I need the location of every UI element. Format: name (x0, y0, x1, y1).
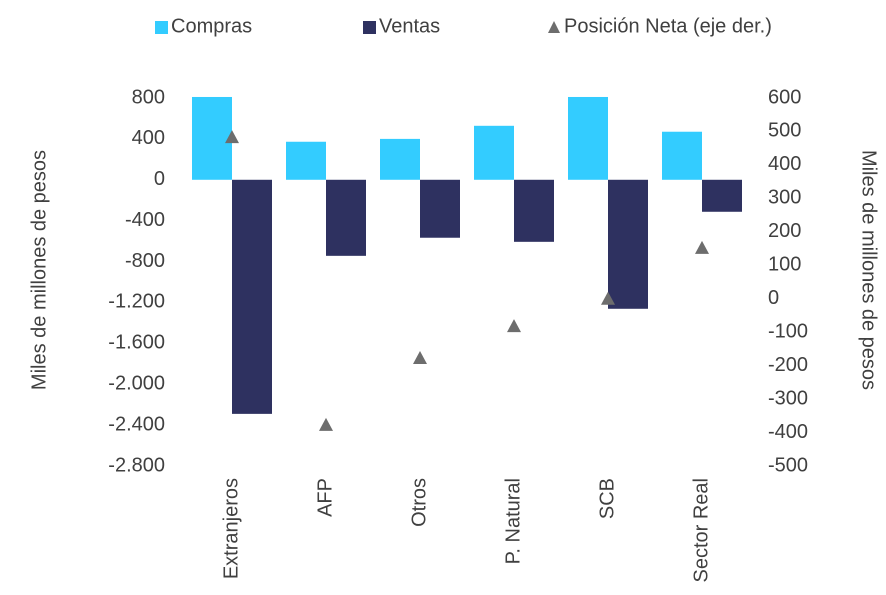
y2-axis-title: Miles de millones de pesos (858, 150, 880, 390)
y2-tick-label: 500 (768, 120, 801, 142)
y-tick-label: -1.200 (108, 291, 165, 313)
x-tick-label: SCB (596, 478, 618, 519)
marker (319, 417, 333, 431)
y-tick-label: 0 (154, 168, 165, 190)
y-tick-label: -2.400 (108, 413, 165, 435)
y-tick-label: 400 (132, 127, 165, 149)
bar (380, 138, 420, 180)
bar (474, 125, 514, 180)
bar (286, 141, 326, 180)
bar (514, 179, 554, 242)
marker (601, 291, 615, 305)
y-tick-label: -1.600 (108, 332, 165, 354)
y2-tick-label: 0 (768, 287, 779, 309)
y2-tick-label: 400 (768, 153, 801, 175)
y2-tick-label: 600 (768, 86, 801, 108)
y2-tick-label: -200 (768, 354, 808, 376)
legend-swatch (155, 21, 168, 34)
x-tick-label: AFP (314, 478, 336, 517)
y-axis-title: Miles de millones de pesos (28, 150, 50, 390)
bar (608, 179, 648, 309)
marker (695, 240, 709, 254)
y-tick-label: -800 (125, 250, 165, 272)
bar (326, 179, 366, 256)
x-tick-label: Sector Real (690, 478, 712, 583)
bar (662, 131, 702, 180)
marker (413, 350, 427, 364)
y2-tick-label: -300 (768, 387, 808, 409)
legend-swatch (363, 21, 376, 34)
y2-tick-label: -400 (768, 421, 808, 443)
marker (507, 319, 521, 333)
bar (192, 96, 232, 180)
legend-label: Ventas (379, 15, 440, 37)
x-tick-label: P. Natural (502, 478, 524, 564)
legend-marker (548, 21, 560, 33)
y-tick-label: -400 (125, 209, 165, 231)
y2-tick-label: -100 (768, 320, 808, 342)
legend-label: Posición Neta (eje der.) (564, 15, 772, 37)
bar (702, 179, 742, 212)
y2-tick-label: 300 (768, 187, 801, 209)
marker (225, 130, 239, 144)
bar (568, 96, 608, 180)
y2-tick-label: 100 (768, 254, 801, 276)
bar (232, 179, 272, 414)
x-tick-label: Extranjeros (220, 478, 242, 579)
y-tick-label: -2.000 (108, 373, 165, 395)
x-tick-label: Otros (408, 478, 430, 527)
legend-label: Compras (171, 15, 252, 37)
y-tick-label: 800 (132, 86, 165, 108)
y2-tick-label: 200 (768, 220, 801, 242)
y-tick-label: -2.800 (108, 454, 165, 476)
y2-tick-label: -500 (768, 454, 808, 476)
bar (420, 179, 460, 238)
